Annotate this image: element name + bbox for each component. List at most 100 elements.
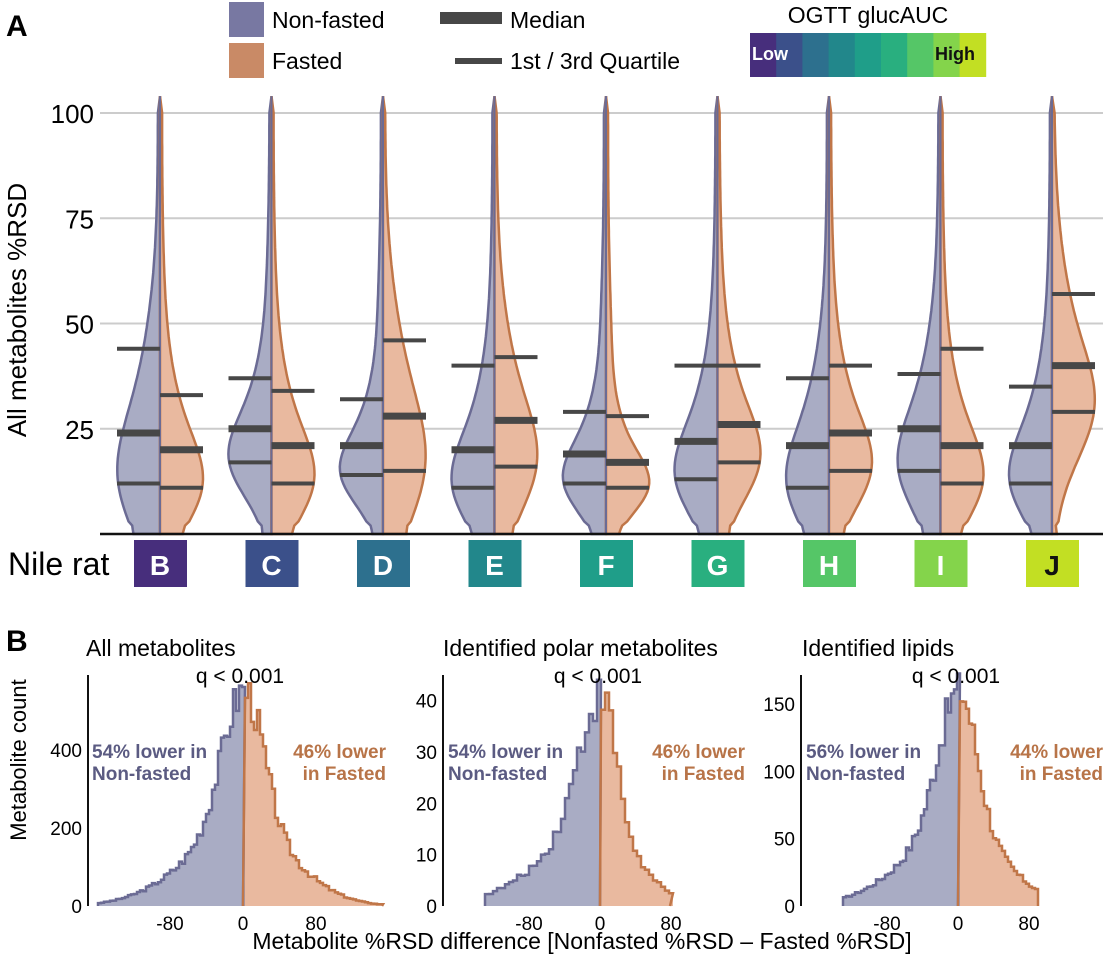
histogram-q-annotation: q < 0.001 bbox=[554, 665, 642, 688]
histogram-bar-nonfasted bbox=[585, 732, 589, 906]
legend-label-quartile: 1st / 3rd Quartile bbox=[510, 48, 680, 74]
histogram-bar-fasted bbox=[625, 822, 629, 906]
histogram-bar-nonfasted bbox=[170, 869, 173, 906]
histogram-bar-nonfasted bbox=[589, 713, 593, 906]
histogram-bar-nonfasted bbox=[948, 712, 951, 906]
histogram-bar-fasted bbox=[966, 708, 969, 906]
histogram-bar-fasted bbox=[245, 697, 248, 906]
histogram-bar-fasted bbox=[344, 897, 347, 906]
legend: Non-fasted Fasted Median 1st / 3rd Quart… bbox=[229, 2, 987, 78]
histogram-bar-nonfasted bbox=[143, 891, 146, 906]
rat-badge-label: I bbox=[937, 550, 945, 581]
histogram-bar-nonfasted bbox=[879, 879, 882, 906]
histogram-bar-fasted bbox=[248, 683, 251, 906]
histogram-bar-nonfasted bbox=[131, 894, 134, 906]
colorbar-segment bbox=[959, 33, 987, 77]
histogram-bar-nonfasted bbox=[155, 884, 158, 906]
histogram-bar-fasted bbox=[338, 893, 341, 906]
violin-nonfasted bbox=[1007, 96, 1054, 536]
histogram-left-annotation: 56% lower in bbox=[806, 742, 921, 763]
rat-badge-label: G bbox=[707, 550, 729, 581]
histogram-bar-fasted bbox=[362, 901, 365, 906]
colorbar-title: OGTT glucAUC bbox=[788, 2, 949, 28]
histogram-panel-3: 0 50 100 150 -80 0 80 Identified lipids q < 0.00… bbox=[763, 635, 1103, 935]
histogram-bar-nonfasted bbox=[561, 818, 565, 906]
histogram-y-tick-label: 50 bbox=[774, 830, 795, 851]
histogram-bar-nonfasted bbox=[113, 900, 116, 906]
histogram-bar-fasted bbox=[1014, 871, 1017, 906]
histogram-bar-fasted bbox=[299, 868, 302, 906]
histogram-bar-nonfasted bbox=[140, 890, 143, 906]
histogram-bar-fasted bbox=[317, 881, 320, 906]
histogram-bar-fasted bbox=[287, 839, 290, 906]
rat-badge-label: F bbox=[597, 550, 614, 581]
colorbar-segment bbox=[933, 33, 960, 77]
histogram-x-tick-label: 80 bbox=[305, 914, 326, 935]
histogram-bar-nonfasted bbox=[939, 745, 942, 906]
histogram-bar-nonfasted bbox=[203, 821, 206, 906]
histogram-bar-nonfasted bbox=[846, 896, 849, 906]
rat-badge-c bbox=[245, 540, 299, 587]
histogram-bar-nonfasted bbox=[885, 874, 888, 906]
histogram-bar-fasted bbox=[996, 839, 999, 906]
histogram-bar-nonfasted bbox=[185, 854, 188, 906]
colorbar-segment bbox=[907, 33, 934, 77]
histogram-bar-nonfasted bbox=[557, 831, 561, 906]
histogram-outline-nonfasted bbox=[841, 672, 962, 907]
histogram-bar-nonfasted bbox=[852, 894, 855, 906]
histogram-bar-nonfasted bbox=[182, 863, 185, 906]
legend-label-nonfasted: Non-fasted bbox=[272, 7, 385, 33]
histogram-bar-nonfasted bbox=[909, 850, 912, 906]
colorbar-segment bbox=[828, 33, 856, 77]
histogram-bar-nonfasted bbox=[128, 895, 131, 906]
histogram-bar-fasted bbox=[972, 724, 975, 906]
violin-fasted bbox=[381, 95, 427, 536]
histogram-bar-nonfasted bbox=[906, 847, 909, 906]
histogram-outline-nonfasted bbox=[483, 678, 603, 907]
histogram-bar-fasted bbox=[984, 805, 987, 906]
histogram-bar-fasted bbox=[987, 808, 990, 906]
histogram-x-tick-label: 80 bbox=[1018, 914, 1039, 935]
histogram-bar-nonfasted bbox=[107, 901, 110, 906]
histogram-bar-nonfasted bbox=[236, 710, 239, 906]
histogram-bar-fasted bbox=[254, 729, 257, 906]
histogram-bar-fasted bbox=[1002, 850, 1005, 906]
histogram-bar-nonfasted bbox=[206, 813, 209, 906]
violin-nonfasted bbox=[896, 96, 942, 536]
histogram-bar-nonfasted bbox=[945, 698, 948, 906]
histogram-bar-fasted bbox=[1005, 856, 1008, 906]
histogram-bar-nonfasted bbox=[553, 831, 557, 906]
histogram-bar-nonfasted bbox=[224, 735, 227, 906]
histogram-bar-nonfasted bbox=[191, 847, 194, 906]
histogram-bar-nonfasted bbox=[197, 834, 200, 906]
histogram-bar-nonfasted bbox=[125, 897, 128, 906]
violin-y-tick-label: 100 bbox=[51, 99, 94, 129]
histogram-outline-nonfasted bbox=[96, 684, 247, 907]
histogram-bar-nonfasted bbox=[239, 685, 242, 906]
histogram-bar-fasted bbox=[293, 856, 296, 906]
histogram-bar-nonfasted bbox=[134, 894, 137, 906]
histogram-bar-fasted bbox=[637, 856, 641, 906]
histogram-bar-nonfasted bbox=[954, 689, 957, 906]
histogram-bar-fasted bbox=[621, 798, 625, 906]
violin-y-tick-label: 75 bbox=[65, 204, 94, 234]
histogram-bar-fasted bbox=[257, 710, 260, 906]
histogram-bar-nonfasted bbox=[110, 900, 113, 906]
histogram-bar-fasted bbox=[314, 876, 317, 906]
histogram-bar-nonfasted bbox=[581, 751, 585, 906]
histogram-bar-nonfasted bbox=[119, 898, 122, 906]
histogram-x-tick-label: 0 bbox=[595, 914, 606, 935]
histogram-right-annotation: in Fasted bbox=[662, 764, 745, 785]
histogram-y-tick-label: 400 bbox=[50, 741, 82, 762]
histogram-bar-nonfasted bbox=[200, 835, 203, 906]
histogram-right-annotation: in Fasted bbox=[303, 764, 386, 785]
histogram-bar-fasted bbox=[963, 701, 966, 906]
histogram-bar-fasted bbox=[332, 890, 335, 906]
histogram-bar-nonfasted bbox=[903, 860, 906, 906]
histogram-q-annotation: q < 0.001 bbox=[196, 665, 284, 688]
histogram-bar-fasted bbox=[633, 850, 637, 906]
histogram-left-annotation: Non-fasted bbox=[806, 764, 905, 785]
histogram-bar-nonfasted bbox=[915, 834, 918, 906]
histogram-bar-nonfasted bbox=[873, 885, 876, 906]
histogram-bar-fasted bbox=[329, 890, 332, 906]
